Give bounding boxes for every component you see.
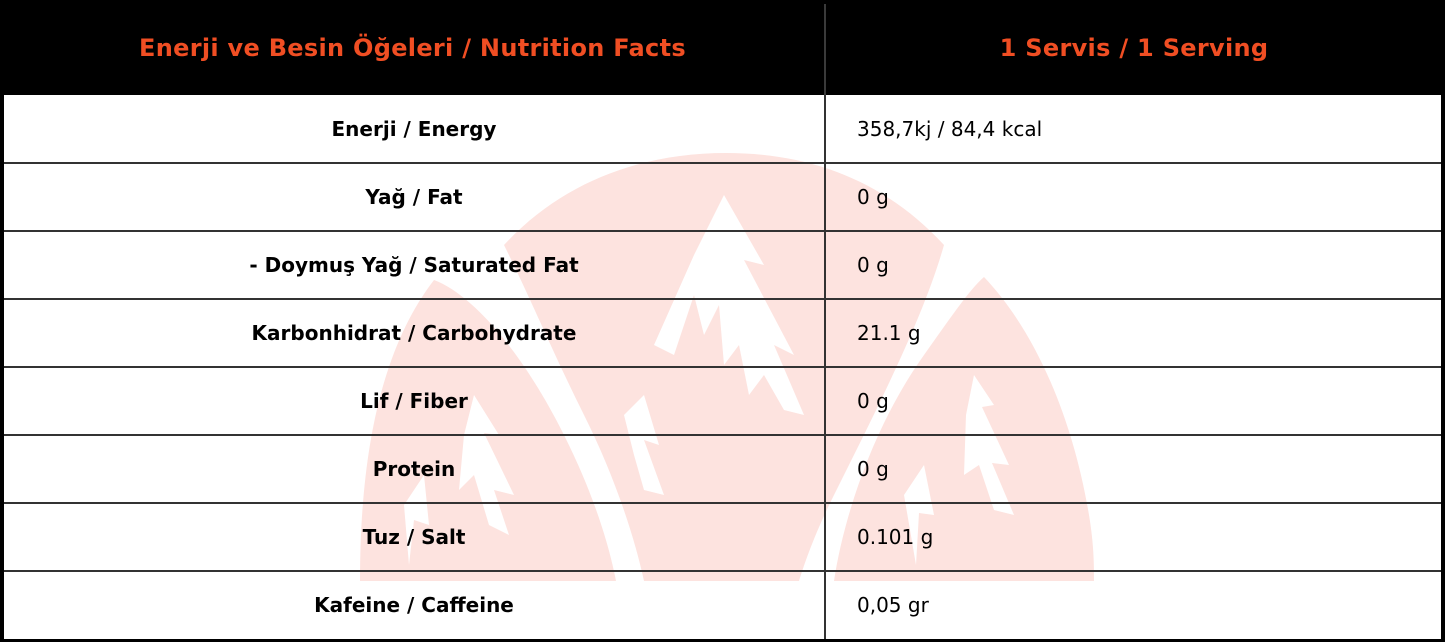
header-nutrition-facts: Enerji ve Besin Öğeleri / Nutrition Fact… <box>139 33 686 62</box>
row-value: 0 g <box>857 389 889 413</box>
row-value: 21.1 g <box>857 321 921 345</box>
row-label: Kafeine / Caffeine <box>314 593 514 617</box>
table-bottom-border <box>0 639 1445 642</box>
row-divider <box>4 162 1441 164</box>
row-label: Lif / Fiber <box>360 389 468 413</box>
row-label: Yağ / Fat <box>365 185 463 209</box>
row-value: 0,05 gr <box>857 593 929 617</box>
table-row-fat: Yağ / Fat 0 g <box>4 163 1441 231</box>
row-divider <box>4 434 1441 436</box>
row-label: Karbonhidrat / Carbohydrate <box>251 321 577 345</box>
row-label: Tuz / Salt <box>362 525 466 549</box>
row-divider <box>4 570 1441 572</box>
table-header: Enerji ve Besin Öğeleri / Nutrition Fact… <box>0 0 1445 95</box>
row-divider <box>4 230 1441 232</box>
table-row-caffeine: Kafeine / Caffeine 0,05 gr <box>4 571 1441 639</box>
table-row-saturated-fat: - Doymuş Yağ / Saturated Fat 0 g <box>4 231 1441 299</box>
row-value: 0 g <box>857 185 889 209</box>
row-value: 0 g <box>857 253 889 277</box>
row-label: Protein <box>372 457 456 481</box>
table-row-salt: Tuz / Salt 0.101 g <box>4 503 1441 571</box>
table-body: Enerji / Energy 358,7kj / 84,4 kcal Yağ … <box>4 95 1441 639</box>
header-serving: 1 Servis / 1 Serving <box>999 33 1269 62</box>
header-column-divider <box>824 4 826 95</box>
table-row-energy: Enerji / Energy 358,7kj / 84,4 kcal <box>4 95 1441 163</box>
row-label: - Doymuş Yağ / Saturated Fat <box>249 253 579 277</box>
row-label: Enerji / Energy <box>331 117 497 141</box>
row-divider <box>4 298 1441 300</box>
row-divider <box>4 502 1441 504</box>
table-row-protein: Protein 0 g <box>4 435 1441 503</box>
row-divider <box>4 366 1441 368</box>
table-row-carbohydrate: Karbonhidrat / Carbohydrate 21.1 g <box>4 299 1441 367</box>
row-value: 0 g <box>857 457 889 481</box>
row-value: 358,7kj / 84,4 kcal <box>857 117 1043 141</box>
row-value: 0.101 g <box>857 525 934 549</box>
table-row-fiber: Lif / Fiber 0 g <box>4 367 1441 435</box>
